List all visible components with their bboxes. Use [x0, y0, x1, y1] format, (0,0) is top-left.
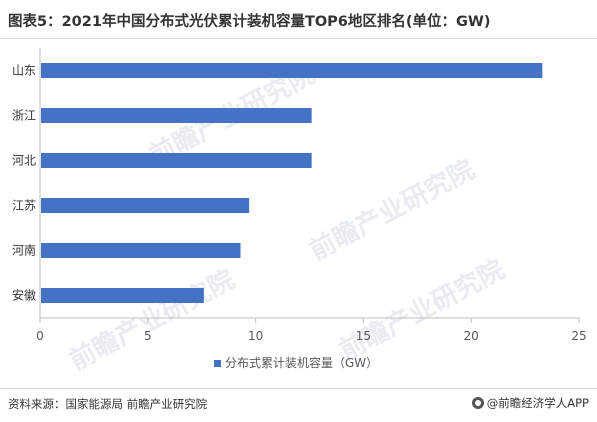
y-tick-label: 浙江	[12, 109, 36, 123]
y-tick-label: 江苏	[12, 199, 36, 213]
bar	[41, 243, 241, 258]
brand-credit: @前瞻经济学人APP	[471, 395, 589, 411]
bar	[41, 63, 543, 78]
bar	[41, 153, 312, 168]
legend-swatch	[214, 360, 221, 367]
x-tick-label: 15	[356, 329, 371, 343]
x-tick-label: 25	[571, 329, 586, 343]
x-tick-label: 0	[36, 329, 44, 343]
footer-divider	[0, 388, 597, 389]
brand-logo-icon	[471, 397, 484, 409]
bar	[41, 288, 204, 303]
y-tick-label: 山东	[12, 64, 36, 78]
y-tick-label: 河南	[12, 243, 36, 258]
legend: 分布式累计装机容量（GW）	[214, 355, 378, 370]
y-tick-label: 河北	[12, 154, 36, 168]
bar	[41, 108, 312, 123]
x-tick-label: 20	[464, 329, 479, 343]
x-tick-label: 5	[144, 329, 152, 343]
source-note: 资料来源：国家能源局 前瞻产业研究院	[8, 397, 208, 411]
brand-label: @前瞻经济学人APP	[486, 396, 589, 410]
chart-title: 图表5：2021年中国分布式光伏累计装机容量TOP6地区排名(单位：GW)	[8, 14, 491, 30]
bar	[41, 198, 250, 213]
legend-label: 分布式累计装机容量（GW）	[225, 355, 378, 370]
x-tick-label: 10	[248, 329, 263, 343]
y-tick-label: 安徽	[12, 288, 36, 303]
title-divider	[0, 38, 597, 39]
